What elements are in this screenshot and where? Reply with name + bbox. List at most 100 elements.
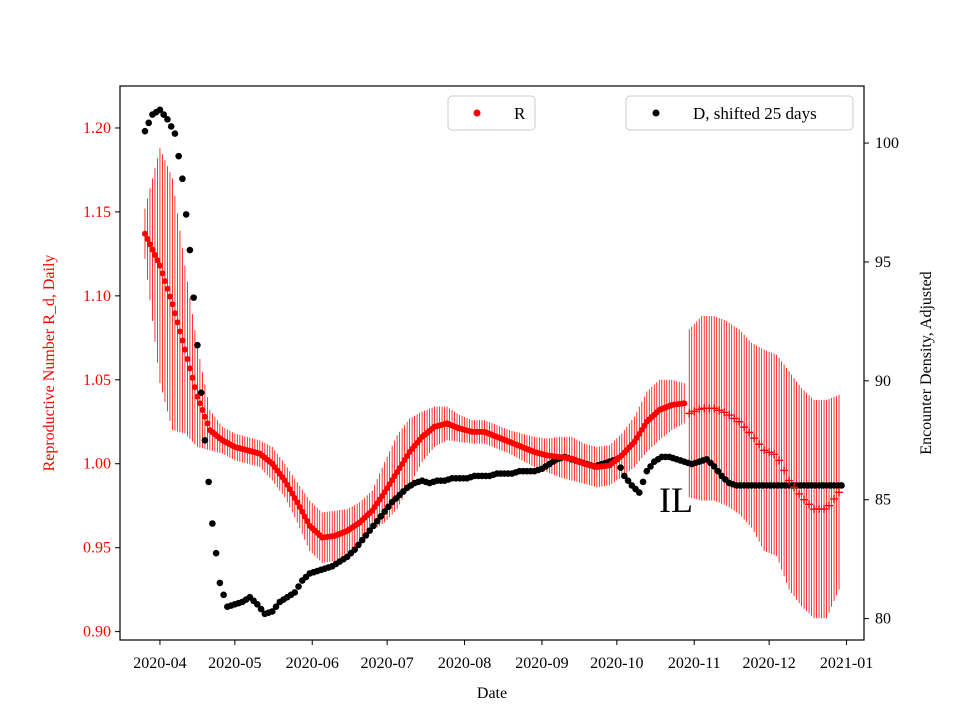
d-point xyxy=(205,478,212,486)
d-point xyxy=(370,522,377,530)
d-point xyxy=(295,583,302,590)
d-point xyxy=(145,119,153,127)
d-point xyxy=(179,175,186,183)
r-point-plus xyxy=(830,494,839,503)
y-left-tick-label: 1.00 xyxy=(83,456,111,473)
d-point xyxy=(358,536,366,544)
x-tick-label: 2020-10 xyxy=(590,655,643,672)
r-point-plus xyxy=(820,505,829,514)
d-point xyxy=(714,467,722,475)
d-point xyxy=(194,341,201,349)
y-axis-right-label: Encounter Density, Adjusted xyxy=(918,271,935,454)
x-tick-label: 2020-09 xyxy=(515,655,568,672)
r-point xyxy=(194,393,201,400)
r-point-plus xyxy=(735,417,744,426)
legend-r-box xyxy=(447,95,536,131)
y-axis-right: 80 85 90 95 100 xyxy=(864,135,899,628)
r-point xyxy=(154,257,161,264)
d-point xyxy=(373,517,381,525)
d-point xyxy=(291,589,299,596)
d-point xyxy=(190,294,197,301)
d-point xyxy=(624,477,632,484)
r-point xyxy=(681,400,688,407)
x-tick-label: 2020-06 xyxy=(286,655,339,672)
r-series-layer xyxy=(141,230,844,541)
r-point-plus xyxy=(825,501,834,510)
x-tick-label: 2020-12 xyxy=(742,655,795,672)
r-point-plus xyxy=(790,483,799,492)
y-left-tick-label: 0.95 xyxy=(83,540,111,557)
r-point xyxy=(164,285,171,292)
r-point xyxy=(149,246,156,253)
plot-frame xyxy=(119,85,865,641)
d-point xyxy=(621,472,628,480)
d-point xyxy=(381,508,388,515)
r-point xyxy=(169,301,176,308)
x-tick-label: 2020-05 xyxy=(208,655,261,672)
r-point xyxy=(294,499,301,506)
r-point-plus xyxy=(755,440,764,449)
d-point xyxy=(268,608,276,615)
x-tick-label: 2020-11 xyxy=(668,655,721,672)
d-point xyxy=(377,513,385,520)
d-point xyxy=(355,541,362,549)
r-point-plus xyxy=(765,448,774,457)
r-point xyxy=(284,481,291,488)
y-right-tick-label: 85 xyxy=(875,492,891,509)
d-point xyxy=(710,463,718,470)
d-point xyxy=(636,489,643,496)
d-point xyxy=(643,467,651,475)
d-point xyxy=(209,520,216,527)
r-point xyxy=(204,420,211,427)
d-point xyxy=(254,601,261,608)
d-point xyxy=(171,130,179,137)
legend-r-marker xyxy=(473,109,481,117)
r-point xyxy=(304,518,311,525)
d-point xyxy=(182,211,190,218)
r-point xyxy=(161,278,168,285)
r-point xyxy=(159,270,166,277)
r-point xyxy=(196,400,203,407)
r-point xyxy=(156,262,163,269)
d-point xyxy=(201,436,209,444)
r-point xyxy=(286,486,293,493)
y-right-tick-label: 100 xyxy=(875,135,899,152)
r-point-plus xyxy=(780,466,789,475)
legend-r: R xyxy=(447,95,536,131)
y-axis-left: 0.90 0.95 1.00 1.05 1.10 1.15 1.20 xyxy=(83,120,120,641)
r-point-plus xyxy=(805,500,814,509)
r-point xyxy=(296,504,303,511)
d-point xyxy=(212,549,220,557)
legend-d-label: D, shifted 25 days xyxy=(693,104,817,123)
d-point xyxy=(141,127,149,135)
x-tick-label: 2020-04 xyxy=(133,655,186,672)
legend-d: D, shifted 25 days xyxy=(625,95,854,131)
d-point xyxy=(366,527,373,534)
r-point xyxy=(301,513,308,520)
d-point xyxy=(216,579,224,587)
r-point-plus xyxy=(715,406,724,415)
legend-r-label: R xyxy=(514,104,526,123)
d-point xyxy=(838,482,845,489)
d-point xyxy=(617,464,624,471)
d-point xyxy=(160,111,167,118)
d-point xyxy=(186,246,194,254)
r-point-plus xyxy=(760,446,769,455)
y-right-tick-label: 90 xyxy=(875,373,891,390)
r-point xyxy=(201,413,208,420)
d-point xyxy=(167,123,175,130)
r-point-plus xyxy=(785,476,794,485)
r-point-plus xyxy=(835,488,844,497)
y-left-tick-label: 1.05 xyxy=(83,372,111,389)
r-point-plus xyxy=(770,450,779,459)
r-point-plus xyxy=(775,456,784,465)
r-point-plus xyxy=(750,434,759,443)
r-point xyxy=(281,477,288,484)
r-point xyxy=(171,310,178,317)
x-tick-label: 2020-08 xyxy=(438,655,491,672)
d-point xyxy=(647,463,654,470)
d-point xyxy=(156,106,164,114)
state-annotation: IL xyxy=(659,480,693,520)
d-point xyxy=(362,532,370,539)
